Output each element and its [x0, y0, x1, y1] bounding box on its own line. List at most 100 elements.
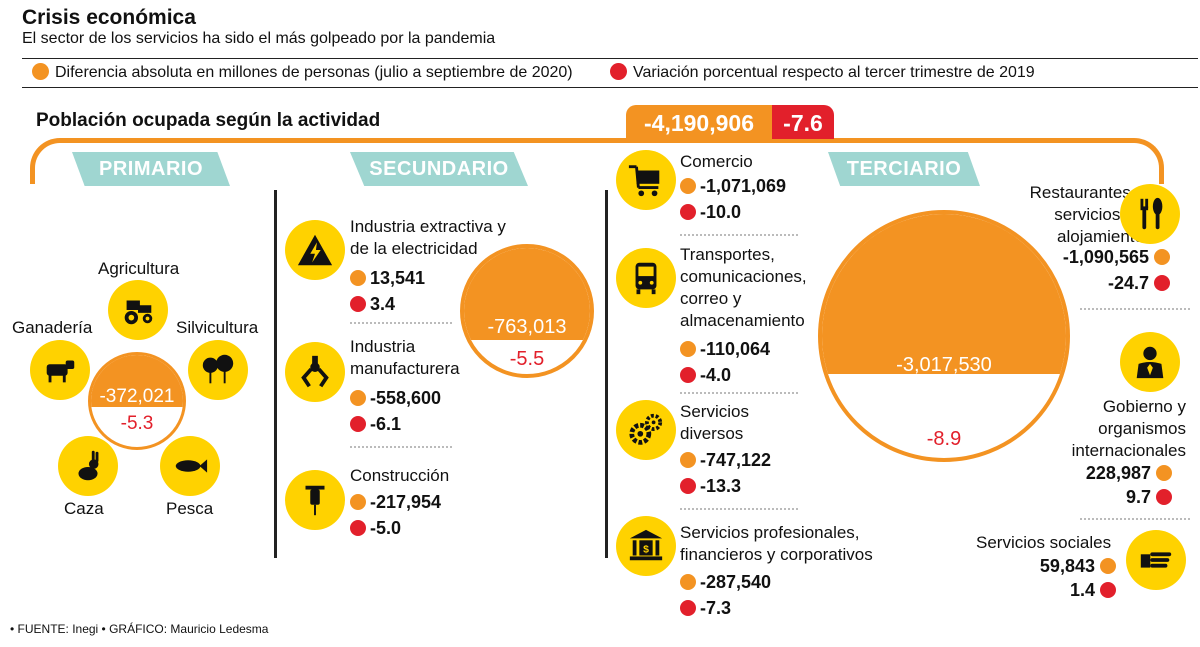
divider-right [605, 190, 608, 558]
value-restaurantes-percent: -24.7 [1040, 273, 1174, 294]
construccion-percent: -5.0 [370, 518, 402, 538]
label-manufacturera-line2: manufacturera [350, 359, 460, 378]
label-gobierno-line1: Gobierno y [1102, 397, 1186, 416]
bus-icon [616, 248, 676, 308]
label-extractiva-line1: Industria extractiva y [350, 217, 506, 236]
source-credit: • FUENTE: Inegi • GRÁFICO: Mauricio Lede… [10, 622, 269, 636]
value-construccion-absolute: -217,954 [350, 492, 441, 513]
hand-icon [1126, 530, 1186, 590]
label-manufacturera: Industria manufacturera [350, 336, 460, 380]
separator [1080, 308, 1190, 310]
profesionales-percent: -7.3 [700, 598, 732, 618]
label-extractiva-line2: de la electricidad [350, 239, 478, 258]
separator [350, 322, 452, 324]
comercio-percent: -10.0 [700, 202, 742, 222]
comercio-absolute: -1,071,069 [700, 176, 787, 196]
legend-item-absolute: Diferencia absoluta en millones de perso… [32, 62, 573, 82]
gobierno-absolute: 228,987 [1085, 463, 1151, 483]
total-percent: -7.6 [772, 105, 834, 139]
value-profesionales-percent: -7.3 [680, 598, 731, 619]
orange-dot-icon [680, 340, 696, 357]
red-dot-icon [680, 477, 696, 494]
rabbit-icon [58, 436, 118, 496]
profesionales-absolute: -287,540 [700, 572, 772, 592]
red-dot-icon [350, 295, 366, 312]
restaurantes-absolute: -1,090,565 [1062, 247, 1149, 267]
red-dot-icon [680, 366, 696, 383]
label-manufacturera-line1: Industria [350, 337, 416, 356]
svg-text:$: $ [643, 545, 649, 556]
total-bracket [30, 138, 1164, 184]
jackhammer-icon [285, 470, 345, 530]
secundario-absolute: -763,013 [487, 316, 567, 338]
label-caza: Caza [64, 499, 104, 518]
legend-label-absolute: Diferencia absoluta en millones de perso… [55, 64, 573, 81]
transportes-percent: -4.0 [700, 365, 732, 385]
gobierno-percent: 9.7 [1125, 487, 1151, 507]
label-transportes-line3: correo y [680, 289, 742, 308]
label-profesionales-line1: Servicios profesionales, [680, 523, 860, 542]
label-restaurantes-line3: alojamiento [1057, 227, 1144, 246]
value-comercio-percent: -10.0 [680, 202, 741, 223]
label-profesionales-line2: financieros y corporativos [680, 545, 873, 564]
bubble-primario: -372,021 -5.3 [88, 352, 186, 450]
orange-dot-icon [680, 177, 696, 194]
label-diversos-line2: diversos [680, 424, 744, 443]
separator [680, 392, 798, 394]
orange-dot-icon [350, 493, 366, 510]
label-ganaderia: Ganadería [12, 318, 93, 337]
label-restaurantes-line1: Restaurantes y [1029, 183, 1144, 202]
red-dot-icon [610, 62, 627, 80]
label-transportes-line4: almacenamiento [680, 311, 805, 330]
cow-icon [30, 340, 90, 400]
manufacturera-percent: -6.1 [370, 414, 402, 434]
red-dot-icon [350, 415, 366, 432]
legend-item-percent: Variación porcentual respecto al tercer … [610, 62, 1035, 82]
label-gobierno: Gobierno y organismos internacionales [1010, 396, 1186, 462]
separator [680, 508, 798, 510]
separator [350, 446, 452, 448]
government-person-icon [1120, 332, 1180, 392]
value-extractiva-percent: 3.4 [350, 294, 395, 315]
label-gobierno-line2: organismos [1098, 419, 1186, 438]
diversos-percent: -13.3 [700, 476, 742, 496]
legend: Diferencia absoluta en millones de perso… [22, 58, 1198, 88]
orange-dot-icon [680, 451, 696, 468]
label-construccion: Construcción [350, 466, 450, 485]
value-gobierno-percent: 9.7 [1040, 487, 1176, 508]
sociales-absolute: 59,843 [1039, 556, 1095, 576]
chart-subtitle: El sector de los servicios ha sido el má… [22, 30, 496, 47]
value-manufacturera-absolute: -558,600 [350, 388, 441, 409]
value-gobierno-absolute: 228,987 [1040, 463, 1176, 484]
value-extractiva-absolute: 13,541 [350, 268, 425, 289]
value-transportes-absolute: -110,064 [680, 339, 770, 360]
divider-left [274, 190, 277, 558]
gears-icon [616, 400, 676, 460]
label-silvicultura: Silvicultura [176, 318, 259, 337]
tractor-icon [108, 280, 168, 340]
orange-dot-icon [1154, 248, 1170, 265]
value-sociales-percent: 1.4 [1010, 580, 1120, 601]
red-dot-icon [1154, 274, 1170, 291]
banner-secundario: SECUNDARIO [350, 152, 528, 186]
label-agricultura: Agricultura [98, 259, 180, 278]
bubble-secundario: -763,013 -5.5 [460, 244, 594, 378]
label-extractiva: Industria extractiva y de la electricida… [350, 216, 506, 260]
red-dot-icon [680, 203, 696, 220]
bubble-terciario: -3,017,530 -8.9 [818, 210, 1070, 462]
label-transportes-line1: Transportes, [680, 245, 775, 264]
value-transportes-percent: -4.0 [680, 365, 731, 386]
label-transportes: Transportes, comunicaciones, correo y al… [680, 244, 807, 332]
orange-dot-icon [680, 573, 696, 590]
red-dot-icon [350, 519, 366, 536]
value-diversos-absolute: -747,122 [680, 450, 771, 471]
red-dot-icon [1100, 581, 1116, 598]
fish-icon [160, 436, 220, 496]
restaurantes-percent: -24.7 [1107, 273, 1149, 293]
orange-dot-icon [350, 389, 366, 406]
trees-icon [188, 340, 248, 400]
label-diversos: Servicios diversos [680, 401, 749, 445]
value-manufacturera-percent: -6.1 [350, 414, 401, 435]
value-comercio-absolute: -1,071,069 [680, 176, 786, 197]
extractiva-absolute: 13,541 [370, 268, 426, 288]
